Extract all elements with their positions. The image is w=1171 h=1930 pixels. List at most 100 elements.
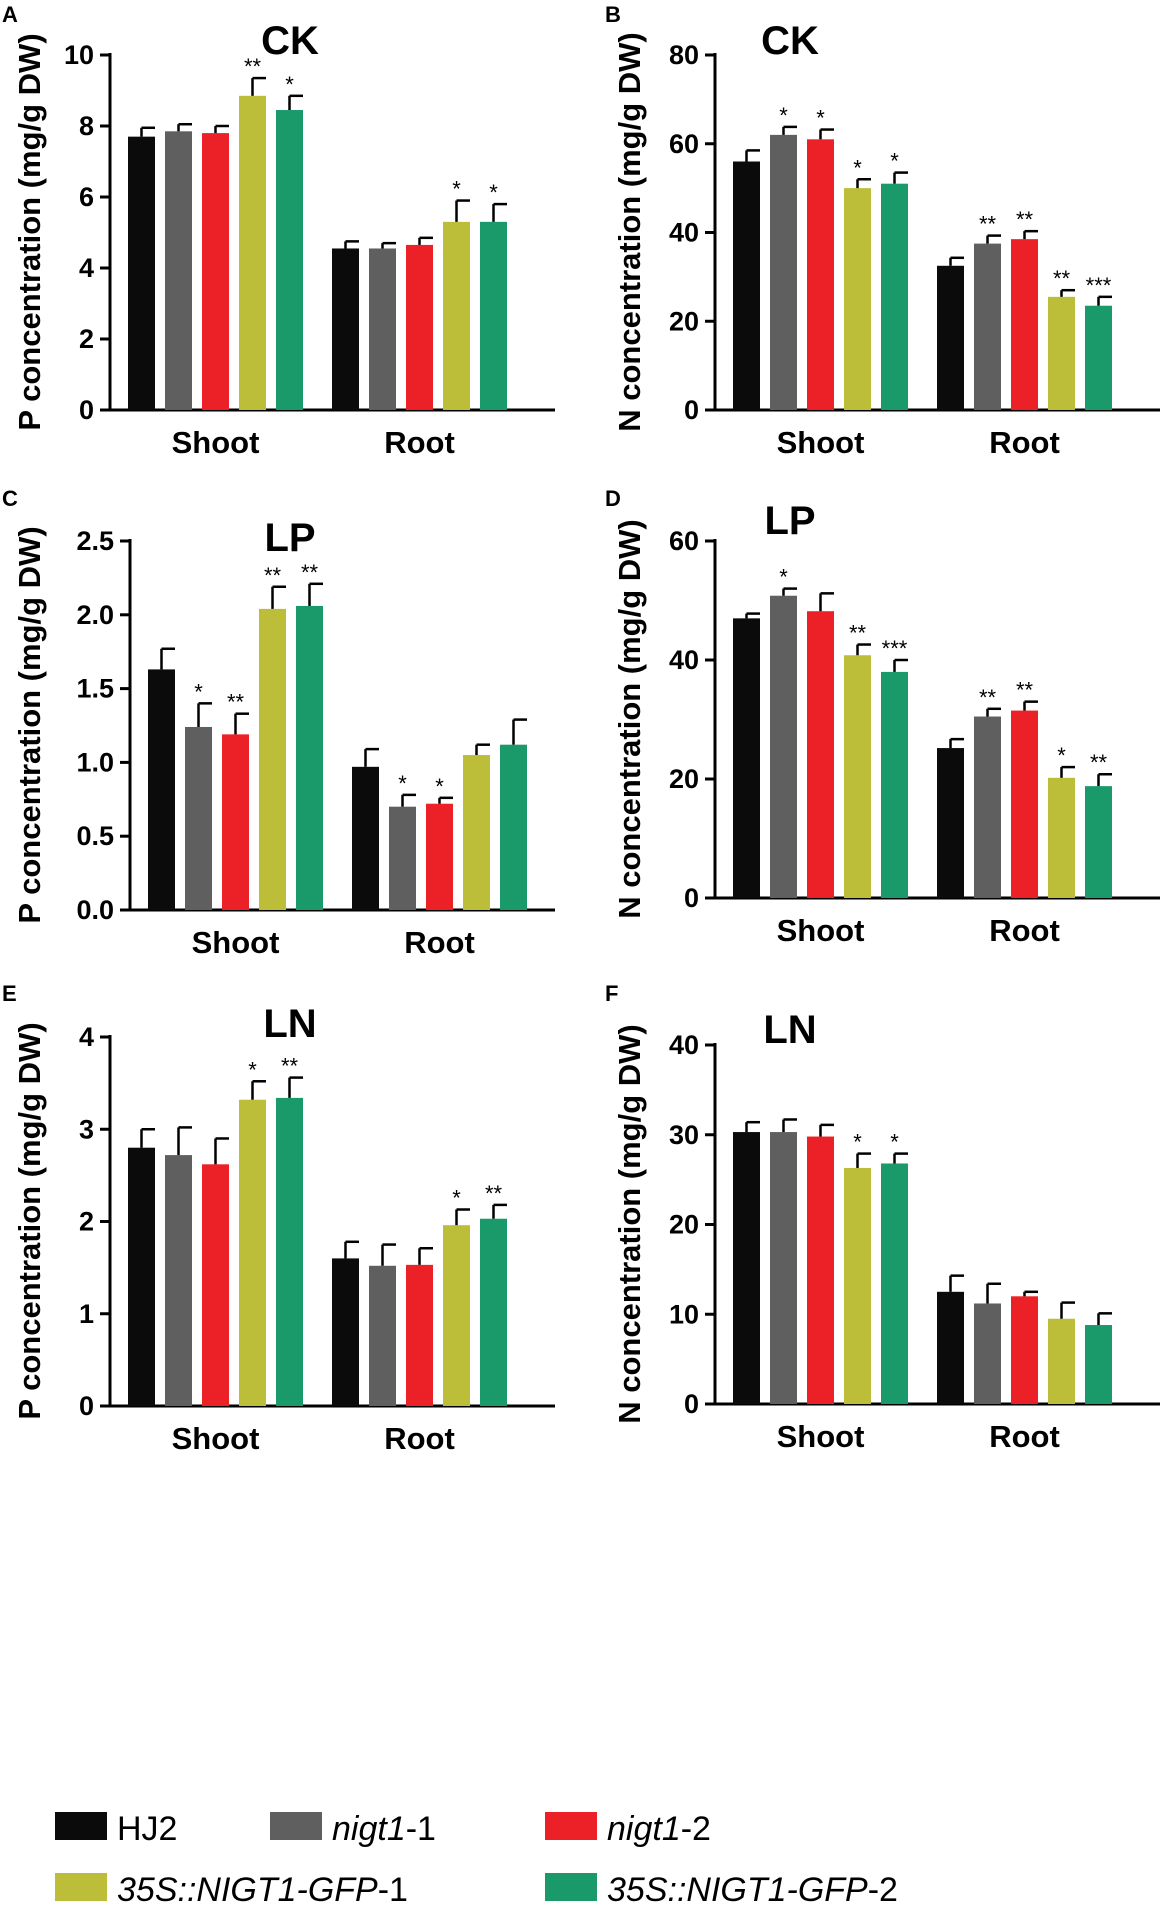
y-tick-label: 2 [79, 324, 94, 354]
x-category-label: Shoot [777, 425, 865, 460]
y-tick-label: 4 [79, 253, 94, 283]
legend-name-italic: 35S::NIGT1-GFP [607, 1871, 868, 1909]
panel-letter: B [605, 2, 621, 27]
bar [937, 265, 964, 410]
bar [1048, 296, 1075, 410]
significance-label: ** [301, 560, 319, 585]
significance-label: ** [979, 685, 997, 710]
legend-label: nigt1-1 [332, 1810, 436, 1848]
bar [733, 1132, 760, 1404]
bar [807, 1136, 834, 1404]
y-tick-label: 0 [684, 883, 699, 913]
significance-label: * [853, 1130, 862, 1155]
bar [1085, 305, 1112, 410]
significance-label: ** [1090, 750, 1108, 775]
bar [369, 1265, 396, 1406]
y-tick-label: 40 [669, 645, 699, 675]
bar [881, 183, 908, 410]
bar [733, 161, 760, 410]
significance-label: * [779, 565, 788, 590]
bar [128, 1147, 155, 1406]
bar [222, 734, 249, 910]
significance-label: * [489, 180, 498, 205]
y-tick-label: 0 [684, 1389, 699, 1419]
bar [733, 618, 760, 898]
y-tick-label: 0 [79, 395, 94, 425]
bar [770, 1132, 797, 1404]
legend-swatch [545, 1812, 597, 1840]
x-category-label: Root [384, 1421, 455, 1456]
bar [937, 1291, 964, 1404]
y-tick-label: 30 [669, 1120, 699, 1150]
legend-swatch [545, 1873, 597, 1901]
bar [332, 1258, 359, 1406]
legend-swatch [270, 1812, 322, 1840]
y-tick-label: 0.0 [76, 895, 114, 925]
bar [276, 110, 303, 411]
bar [443, 1225, 470, 1406]
legend-swatch [55, 1873, 107, 1901]
bar [1011, 710, 1038, 898]
panel-C: C LP P concentration (mg/g DW) 0.0 0.5 1.0 1.5… [2, 486, 555, 960]
y-tick-label: 40 [669, 218, 699, 248]
x-category-label: Root [989, 1419, 1060, 1454]
bar [239, 95, 266, 410]
legend-label: 35S::NIGT1-GFP-1 [117, 1871, 408, 1909]
legend-name-suffix: -2 [868, 1871, 898, 1909]
significance-label: * [853, 155, 862, 180]
y-tick-label: 0 [684, 395, 699, 425]
bar [369, 248, 396, 410]
x-category-label: Root [384, 425, 455, 460]
x-category-label: Shoot [777, 1419, 865, 1454]
bar [807, 139, 834, 410]
significance-label: ** [1016, 678, 1034, 703]
panel-letter: D [605, 486, 621, 511]
y-axis-label: P concentration (mg/g DW) [12, 1022, 47, 1419]
bar [185, 726, 212, 910]
significance-label: ** [1016, 207, 1034, 232]
significance-label: ** [244, 54, 262, 79]
legend-item: nigt1-1 [270, 1810, 436, 1848]
bar [844, 188, 871, 410]
bar [770, 595, 797, 898]
bar [202, 1164, 229, 1406]
panel-title: CK [761, 19, 819, 63]
y-tick-label: 4 [79, 1022, 94, 1052]
y-tick-label: 1.5 [76, 674, 114, 704]
x-category-label: Shoot [172, 1421, 260, 1456]
significance-label: ** [485, 1181, 503, 1206]
y-axis-label: N concentration (mg/g DW) [612, 1024, 647, 1424]
y-axis-label: N concentration (mg/g DW) [612, 32, 647, 432]
panel-F: F LN N concentration (mg/g DW) 0 10 20 30 40 * * S… [605, 981, 1160, 1454]
bar [296, 605, 323, 910]
significance-label: ** [281, 1054, 299, 1079]
bar [881, 1163, 908, 1404]
y-axis-label: P concentration (mg/g DW) [12, 33, 47, 430]
legend-name-italic: nigt1 [332, 1810, 406, 1848]
significance-label: ** [227, 690, 245, 715]
bar [128, 136, 155, 410]
significance-label: ** [1053, 266, 1071, 291]
bar [1011, 1296, 1038, 1404]
bar [807, 611, 834, 898]
bar [1048, 1318, 1075, 1404]
bar [332, 248, 359, 410]
bar [881, 671, 908, 898]
bar [480, 221, 507, 410]
bar [426, 803, 453, 910]
bar [406, 1264, 433, 1406]
panel-title: LN [763, 1008, 816, 1052]
x-category-label: Root [989, 913, 1060, 948]
legend-name-italic: 35S::NIGT1-GFP [117, 1871, 378, 1909]
legend-name-suffix: -1 [378, 1871, 408, 1909]
legend-name-italic: nigt1 [607, 1810, 681, 1848]
bar [165, 131, 192, 410]
y-tick-label: 20 [669, 764, 699, 794]
y-tick-label: 1.0 [76, 747, 114, 777]
y-tick-label: 2.0 [76, 600, 114, 630]
significance-label: * [452, 177, 461, 202]
